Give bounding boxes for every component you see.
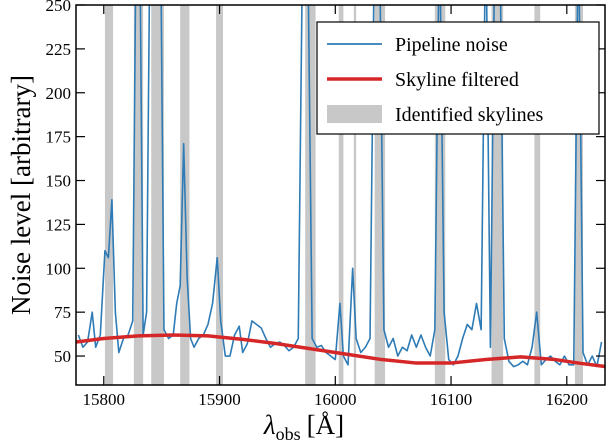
legend-label: Skyline filtered bbox=[395, 69, 519, 91]
lines bbox=[76, 5, 605, 369]
legend-label: Pipeline noise bbox=[395, 34, 508, 56]
skyline-band bbox=[216, 5, 224, 385]
x-tick-label: 16100 bbox=[430, 390, 473, 409]
y-tick-label: 200 bbox=[46, 84, 72, 103]
y-tick-label: 75 bbox=[54, 303, 71, 322]
skyline-band bbox=[104, 5, 114, 385]
x-tick-label: 15800 bbox=[83, 390, 126, 409]
x-label-symbol: λ bbox=[263, 410, 276, 440]
skyline-band bbox=[353, 5, 357, 385]
x-tick-label: 16200 bbox=[546, 390, 589, 409]
x-tick-label: 15900 bbox=[198, 390, 241, 409]
skyline-band bbox=[491, 5, 504, 385]
x-label-unit: [Å] bbox=[307, 410, 344, 440]
x-tick-label: 16000 bbox=[314, 390, 357, 409]
y-tick-label: 250 bbox=[46, 0, 72, 15]
y-tick-label: 50 bbox=[54, 347, 71, 366]
y-tick-label: 100 bbox=[46, 259, 72, 278]
skyline-band bbox=[133, 5, 144, 385]
legend: Pipeline noise Skyline filtered Identified… bbox=[316, 21, 600, 135]
y-tick-label: 175 bbox=[46, 128, 72, 147]
legend-label: Identified skylines bbox=[395, 104, 544, 126]
skyline-band bbox=[574, 5, 584, 385]
series-line bbox=[77, 5, 603, 368]
skyline-band bbox=[434, 5, 446, 385]
skyline-band bbox=[534, 5, 541, 385]
skyline-band bbox=[374, 5, 386, 385]
y-tick-label: 150 bbox=[46, 172, 72, 191]
y-tick-label: 125 bbox=[46, 215, 72, 234]
skyline-band bbox=[151, 5, 164, 385]
y-axis-label: Noise level [arbitrary] bbox=[6, 75, 36, 315]
series-line bbox=[76, 333, 605, 369]
plot-frame bbox=[75, 4, 606, 386]
legend-swatch bbox=[327, 105, 382, 123]
x-axis-label: λobs [Å] bbox=[263, 410, 344, 443]
x-label-subscript: obs bbox=[276, 424, 301, 443]
skyline-band bbox=[338, 5, 344, 385]
y-tick-label: 225 bbox=[46, 40, 72, 59]
axes: 15800 15900 16000 16100 16200 50 75 100 125 150 17… bbox=[46, 0, 605, 409]
